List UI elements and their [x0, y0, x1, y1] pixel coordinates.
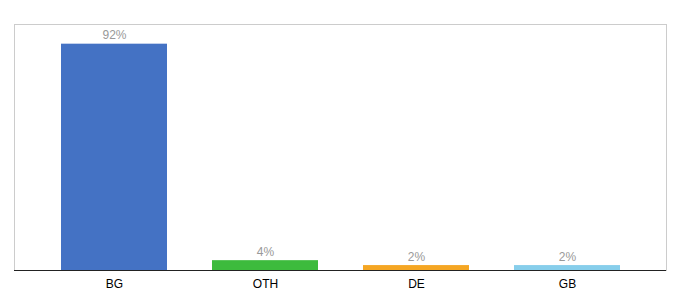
svg-text:4%: 4% [257, 245, 275, 259]
svg-text:92%: 92% [102, 28, 126, 42]
svg-text:2%: 2% [559, 250, 577, 264]
svg-text:BG: BG [106, 277, 123, 291]
svg-text:DE: DE [408, 277, 425, 291]
svg-text:OTH: OTH [253, 277, 278, 291]
svg-text:GB: GB [559, 277, 576, 291]
svg-text:2%: 2% [408, 250, 426, 264]
